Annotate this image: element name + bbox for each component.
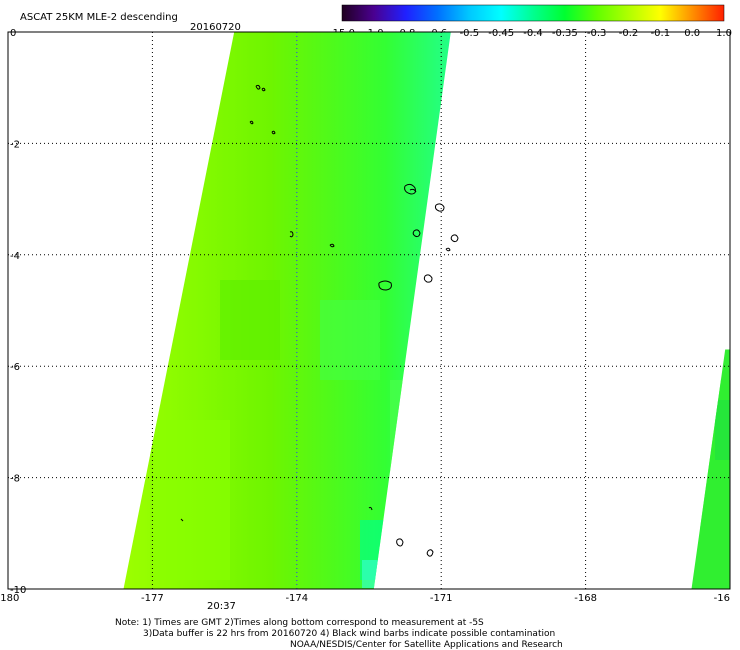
- y-tick-label: -4: [10, 251, 20, 262]
- colorbar-tick-label: 1.0: [716, 28, 732, 39]
- colorbar-tick-label: 0.0: [684, 28, 700, 39]
- swath-patch: [150, 420, 230, 580]
- island-outline: [378, 280, 392, 291]
- note-line-3: NOAA/NESDIS/Center for Satellite Applica…: [290, 640, 563, 650]
- island-outline: [426, 549, 434, 557]
- x-tick-label: -16: [714, 593, 730, 604]
- colorbar-tick-label: -0.45: [488, 28, 514, 39]
- swath-patch: [455, 60, 495, 120]
- island-outline: [404, 183, 417, 195]
- colorbar-tick-label: -0.1: [651, 28, 671, 39]
- swath-patch: [430, 250, 450, 310]
- colorbar-tick-label: -0.35: [552, 28, 578, 39]
- note-line-2: 3)Data buffer is 22 hrs from 20160720 4)…: [143, 629, 555, 639]
- y-tick-label: -10: [10, 585, 26, 596]
- y-tick-label: -2: [10, 139, 20, 150]
- x-tick-label: -168: [574, 593, 597, 604]
- swath-patch: [480, 50, 498, 90]
- island-outline: [434, 203, 445, 212]
- figure-date: 20160720: [190, 22, 241, 33]
- plot-frame: [7, 31, 731, 590]
- island-outline: [271, 130, 276, 135]
- y-axis-labels: 0 -2 -4 -6 -8 -10: [10, 28, 26, 596]
- colorbar-tick-label: -0.3: [587, 28, 607, 39]
- figure-title: ASCAT 25KM MLE-2 descending: [20, 12, 178, 23]
- swath-patch: [405, 420, 425, 480]
- x-tick-label: -180: [0, 593, 19, 604]
- colorbar-ramp: [341, 4, 725, 22]
- swath-patch: [494, 80, 502, 92]
- swath-patch: [220, 280, 280, 360]
- colorbar-tick-label: -0.5: [460, 28, 480, 39]
- y-tick-label: 0: [10, 28, 16, 39]
- island-outline: [368, 506, 373, 511]
- island-outline: [249, 120, 254, 125]
- y-tick-label: -8: [10, 474, 20, 485]
- island-outline: [445, 247, 451, 252]
- island-outline: [255, 84, 261, 90]
- island-outline: [450, 234, 459, 243]
- island-outline: [329, 243, 335, 248]
- swath-patch: [446, 296, 456, 310]
- colorbar-tick-label: -0.4: [523, 28, 543, 39]
- x-tick-label: -171: [430, 593, 453, 604]
- swath-layer: [123, 32, 730, 589]
- island-outline: [180, 518, 184, 522]
- island-outline: [261, 87, 266, 92]
- island-outline: [289, 231, 294, 238]
- x-axis-labels: -180 -177 -174 -171 -168 -16: [0, 593, 730, 604]
- island-outline: [423, 274, 433, 283]
- note-line-1: Note: 1) Times are GMT 2)Times along bot…: [115, 618, 484, 628]
- swath-patch: [413, 455, 423, 485]
- island-outline: [396, 538, 404, 547]
- swath-patch: [455, 210, 469, 250]
- swath-patch: [462, 228, 470, 246]
- x-tick-label: -174: [285, 593, 308, 604]
- x-tick-label: -177: [141, 593, 164, 604]
- swath-patch: [320, 300, 380, 380]
- time-label: 20:37: [207, 601, 236, 612]
- island-contours: [180, 84, 459, 557]
- y-tick-label: -6: [10, 362, 20, 373]
- swath-patch: [390, 380, 430, 480]
- grid-lines: [8, 32, 730, 589]
- colorbar-tick-label: -0.2: [619, 28, 639, 39]
- swath-patch: [715, 400, 730, 460]
- swath-patch: [362, 560, 398, 588]
- island-outline: [412, 229, 421, 238]
